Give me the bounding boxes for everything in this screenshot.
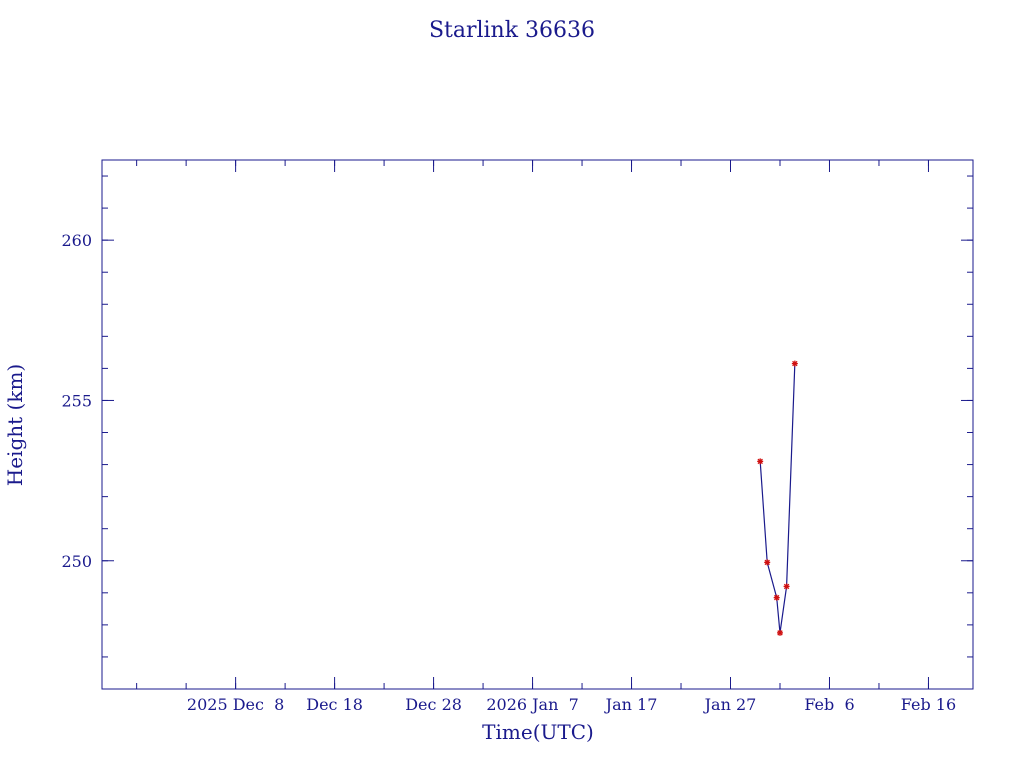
data-point-marker bbox=[773, 594, 780, 601]
data-point-marker bbox=[757, 458, 764, 465]
data-point-marker bbox=[776, 629, 783, 636]
y-axis-label: Height (km) bbox=[3, 364, 27, 486]
x-tick-label: 2025 Dec 8 bbox=[187, 695, 284, 714]
y-tick-label: 260 bbox=[61, 231, 92, 250]
data-point-marker bbox=[791, 360, 798, 367]
x-tick-label: Feb 16 bbox=[901, 695, 956, 714]
y-tick-label: 255 bbox=[61, 391, 92, 410]
x-tick-label: Dec 18 bbox=[306, 695, 363, 714]
series-group bbox=[757, 360, 798, 636]
chart-title: Starlink 36636 bbox=[429, 18, 595, 43]
data-point-marker bbox=[764, 559, 771, 566]
series-line bbox=[759, 363, 796, 633]
x-tick-label: Feb 6 bbox=[804, 695, 854, 714]
tick-labels: 2025 Dec 8 Dec 18 Dec 28 2026 Jan 7 Jan 17 Ja… bbox=[61, 231, 956, 714]
y-tick-label: 250 bbox=[61, 552, 92, 571]
plot-frame bbox=[101, 159, 974, 690]
x-tick-label: Jan 27 bbox=[703, 695, 757, 714]
data-point-marker bbox=[783, 583, 790, 590]
x-tick-label: 2026 Jan 7 bbox=[486, 695, 578, 714]
x-axis-label: Time(UTC) bbox=[482, 720, 594, 744]
x-tick-label: Dec 28 bbox=[405, 695, 462, 714]
x-tick-label: Jan 17 bbox=[604, 695, 658, 714]
axis-ticks bbox=[102, 160, 973, 690]
